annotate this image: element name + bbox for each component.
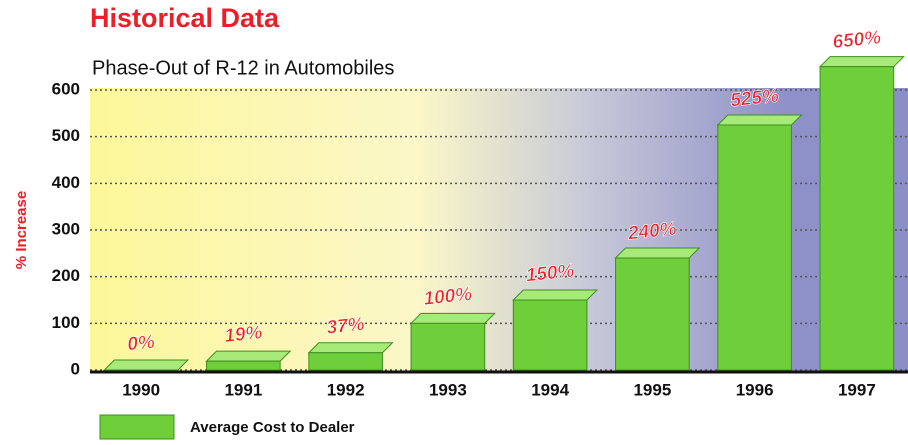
bar-top [616, 248, 700, 258]
legend-label: Average Cost to Dealer [190, 419, 355, 436]
x-tick-label: 1997 [838, 380, 876, 399]
bar [411, 323, 485, 370]
bar [309, 353, 383, 370]
y-tick-label: 600 [52, 79, 80, 98]
bar [616, 258, 690, 370]
y-tick-label: 200 [52, 266, 80, 285]
x-tick-label: 1993 [429, 380, 467, 399]
x-tick-label: 1994 [531, 380, 569, 399]
bar-top [104, 360, 188, 370]
x-tick-label: 1996 [736, 380, 774, 399]
y-tick-label: 0 [71, 359, 80, 378]
y-tick-label: 400 [52, 173, 80, 192]
x-tick-label: 1995 [633, 380, 671, 399]
y-tick-label: 500 [52, 126, 80, 145]
y-tick-label: 100 [52, 313, 80, 332]
bar [513, 300, 587, 370]
chart-subtitle: Phase-Out of R-12 in Automobiles [92, 57, 394, 79]
bar-top [718, 115, 802, 125]
bar-top [513, 290, 597, 300]
x-tick-label: 1991 [224, 380, 262, 399]
y-axis-label: % Increase [13, 191, 30, 269]
bar [820, 67, 894, 370]
bar [207, 361, 281, 370]
bar-top [820, 57, 904, 67]
value-label: 19% [223, 322, 263, 347]
value-label: 0% [126, 332, 156, 356]
chart-title: Historical Data [90, 3, 280, 33]
chart: Historical Data Phase-Out of R-12 in Aut… [0, 0, 908, 445]
bar-top [411, 313, 495, 323]
bar [718, 125, 792, 370]
bar-top [309, 343, 393, 353]
bar-top [207, 351, 291, 361]
x-tick-label: 1990 [122, 380, 160, 399]
value-label: 37% [326, 314, 366, 339]
value-label: 650% [832, 27, 883, 53]
y-tick-label: 300 [52, 219, 80, 238]
legend-swatch [100, 415, 174, 439]
x-tick-label: 1992 [327, 380, 365, 399]
